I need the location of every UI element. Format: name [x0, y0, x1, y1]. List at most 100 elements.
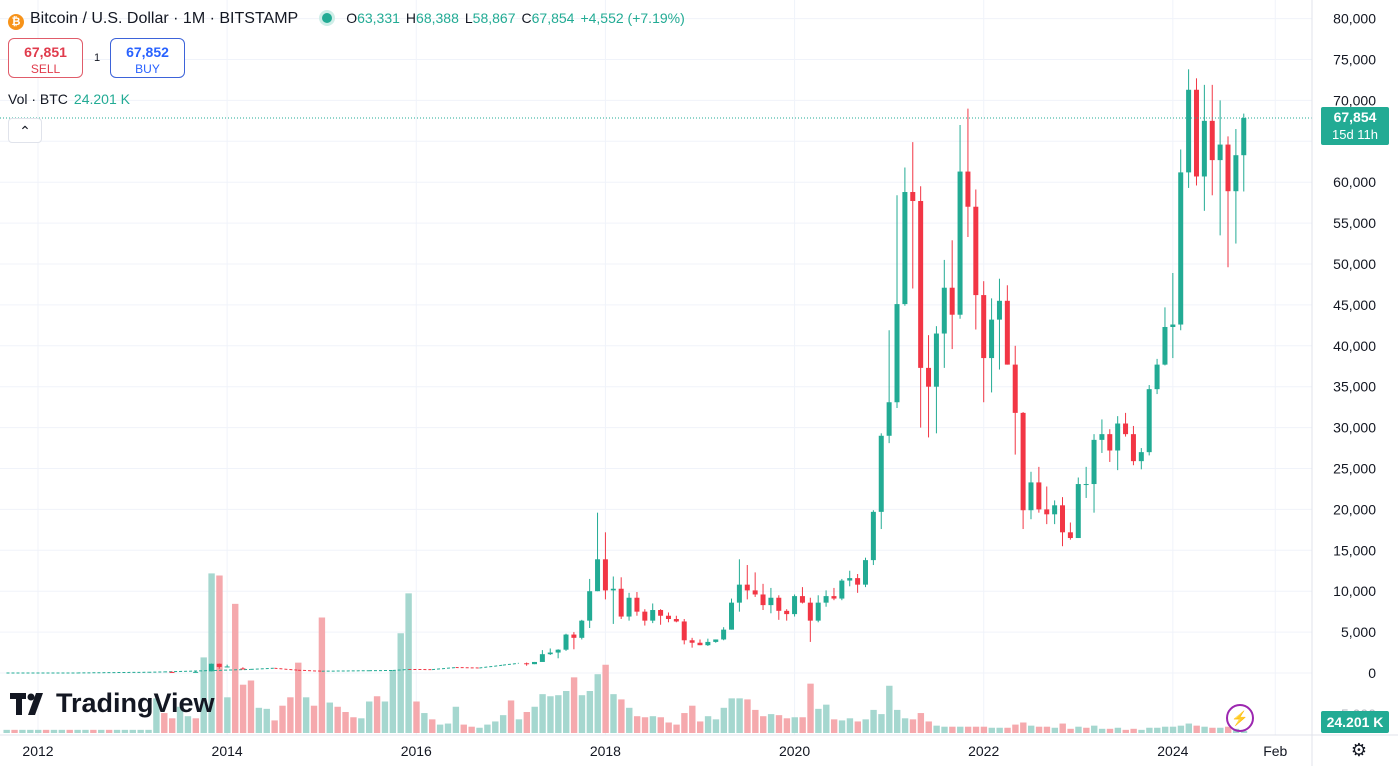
- candle-body: [193, 671, 199, 673]
- last-price-badge: 67,854 15d 11h: [1321, 106, 1389, 145]
- volume-bar: [484, 724, 491, 733]
- volume-legend: Vol · BTC 24.201 K: [8, 91, 130, 107]
- volume-label[interactable]: Vol · BTC: [8, 91, 68, 107]
- candle-body: [1233, 155, 1239, 192]
- volume-bar: [633, 716, 641, 733]
- buy-button[interactable]: 67,852 BUY: [110, 38, 185, 78]
- candle-body: [996, 300, 1002, 320]
- candle-body: [650, 610, 656, 621]
- volume-bar: [66, 729, 73, 733]
- candle: [1067, 522, 1073, 540]
- candle-body: [831, 596, 837, 599]
- candle: [807, 597, 813, 642]
- volume-bar: [799, 717, 806, 733]
- volume-bar: [121, 729, 129, 733]
- candle-body: [563, 634, 569, 650]
- candle: [193, 671, 199, 673]
- price-tick-label: 80,000: [1333, 11, 1376, 27]
- candle-body: [571, 634, 577, 638]
- candle: [1217, 100, 1223, 236]
- volume-bar: [192, 718, 200, 733]
- candle: [1099, 419, 1105, 453]
- volume-bar: [232, 603, 239, 733]
- volume-bar: [586, 691, 594, 733]
- candle-body: [729, 602, 735, 630]
- volume-bar: [98, 729, 105, 733]
- candle-body: [665, 615, 671, 620]
- candle: [1004, 285, 1010, 365]
- volume-bar: [58, 729, 66, 733]
- candle: [587, 578, 593, 629]
- volume-bar: [350, 717, 357, 733]
- volume-bar: [161, 713, 168, 733]
- candle-body: [862, 560, 868, 585]
- last-price-badge-bg: [1321, 106, 1389, 145]
- candle: [713, 639, 719, 643]
- symbol-title[interactable]: Bitcoin / U.S. Dollar · 1M · BITSTAMP: [30, 10, 299, 27]
- volume-bar: [689, 705, 696, 733]
- volume-bar: [145, 729, 152, 733]
- volume-bar: [862, 719, 869, 733]
- candle: [933, 326, 939, 434]
- volume-bar: [1217, 727, 1224, 733]
- volume-bar: [917, 713, 925, 733]
- gear-icon[interactable]: ⚙: [1350, 740, 1368, 760]
- lightning-icon[interactable]: ⚡: [1226, 704, 1254, 732]
- candle-body: [208, 663, 214, 672]
- candle-body: [1225, 144, 1231, 192]
- candle: [697, 639, 703, 646]
- volume-bar: [373, 696, 381, 733]
- candle-body: [1067, 532, 1073, 539]
- volume-bar: [886, 685, 893, 733]
- price-tick-label: 50,000: [1333, 256, 1376, 272]
- symbol-legend: ₿ Bitcoin / U.S. Dollar · 1M · BITSTAMP O6…: [8, 6, 691, 31]
- candle-body: [1036, 482, 1042, 510]
- last-price-badge-price: 67,854: [1334, 109, 1377, 125]
- volume-bar: [302, 697, 310, 733]
- volume-bar: [854, 721, 862, 733]
- candle: [910, 142, 916, 289]
- candle-body: [752, 590, 758, 595]
- early-line-segment: [250, 667, 275, 670]
- candle-body: [870, 511, 876, 561]
- candle: [1186, 69, 1192, 188]
- time-tick-label: 2012: [22, 743, 53, 759]
- volume-bar: [342, 712, 349, 733]
- candle: [1091, 434, 1097, 513]
- volume-bar: [397, 633, 404, 733]
- candle-body: [839, 580, 845, 599]
- time-axis[interactable]: [0, 735, 1312, 766]
- chevron-up-icon[interactable]: ⌃: [8, 118, 42, 143]
- price-tick-label: 15,000: [1333, 542, 1376, 558]
- volume-bar: [988, 727, 995, 733]
- volume-bar: [1027, 725, 1035, 733]
- volume-bar: [365, 701, 373, 733]
- candle: [815, 595, 821, 623]
- volume-bar: [405, 593, 412, 733]
- candle: [760, 583, 766, 611]
- sell-label: SELL: [30, 62, 61, 76]
- candle-body: [634, 597, 640, 612]
- time-tick-label: 2018: [590, 743, 621, 759]
- candle: [1012, 345, 1018, 455]
- candle-body: [547, 652, 553, 655]
- volume-bar: [775, 715, 783, 733]
- candle: [1060, 497, 1066, 547]
- sell-button[interactable]: 67,851 SELL: [8, 38, 83, 78]
- candle: [1083, 466, 1089, 498]
- volume-bar: [515, 719, 523, 733]
- low-label: L: [464, 10, 473, 26]
- volume-bar: [649, 716, 657, 733]
- volume-bar: [964, 726, 972, 733]
- candle-body: [169, 671, 175, 673]
- volume-bar: [381, 701, 389, 733]
- candle: [524, 662, 530, 666]
- volume-bar: [838, 720, 846, 733]
- candle: [531, 661, 537, 665]
- candle: [823, 590, 829, 607]
- volume-bar: [436, 724, 444, 733]
- volume-bar: [1043, 726, 1051, 733]
- candle-body: [642, 611, 648, 621]
- volume-bar: [1075, 726, 1082, 733]
